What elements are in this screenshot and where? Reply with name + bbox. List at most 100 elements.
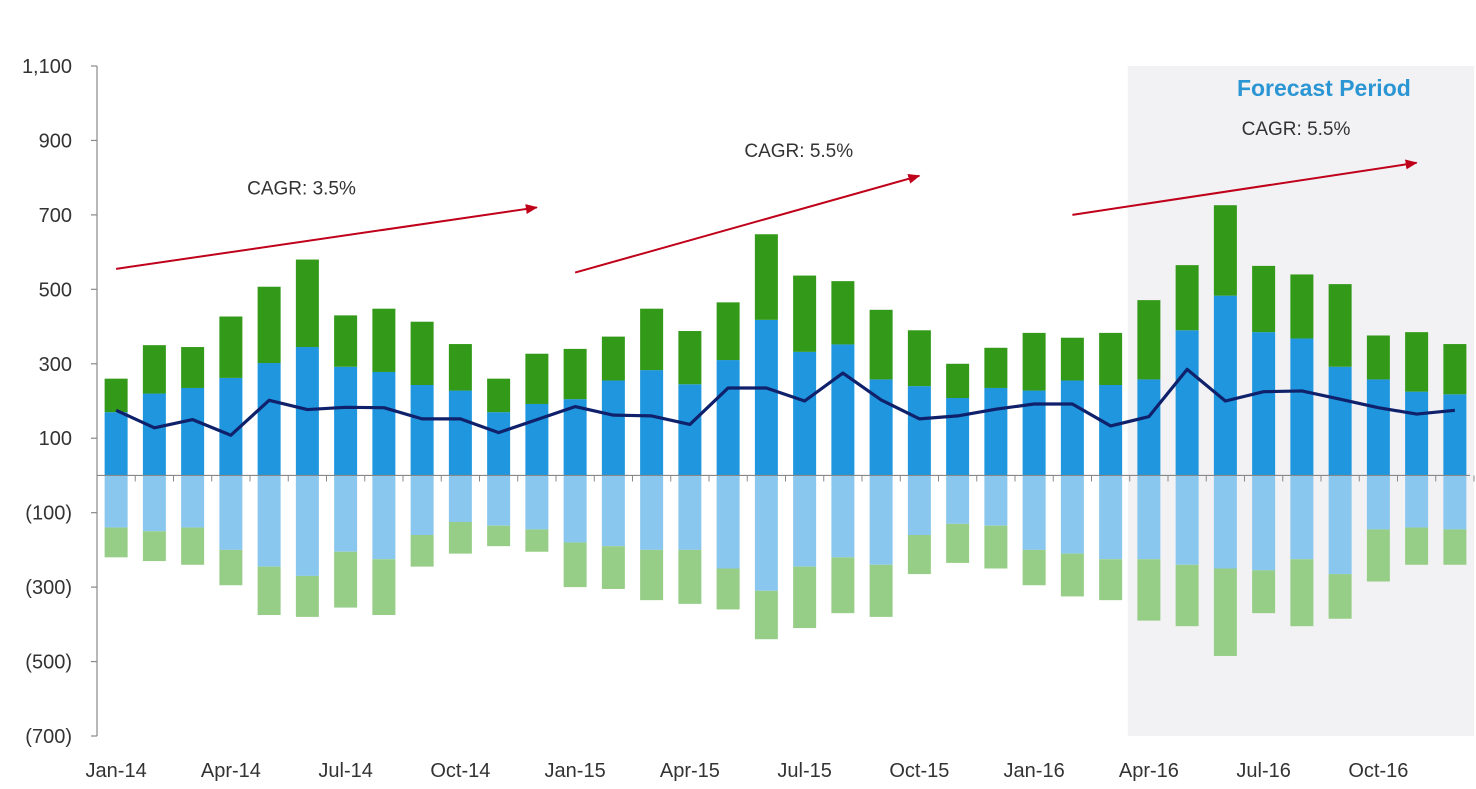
y-tick-label: (100) [25,503,72,525]
bar-neg-upper [907,535,931,575]
bar-neg-upper [640,549,664,601]
bar-neg-lower [793,475,817,567]
cagr-label: CAGR: 3.5% [247,178,356,199]
y-tick-label: 1,100 [22,56,72,78]
x-tick-label: Jul-14 [318,760,372,782]
bar-pos-lower [142,393,166,476]
bar-neg-upper [1175,564,1199,627]
bar-neg-upper [984,525,1008,569]
bar-pos-upper [1099,332,1123,385]
bar-pos-upper [793,275,817,352]
y-tick-label: 500 [39,279,72,301]
cagr-arrow [115,204,538,270]
bar-pos-upper [1137,300,1161,380]
bar-pos-upper [372,308,396,372]
bar-neg-upper [1328,574,1352,619]
bar-pos-upper [907,330,931,387]
bar-pos-upper [1213,205,1237,296]
cagr-label: CAGR: 5.5% [1242,119,1351,140]
bar-neg-lower [984,475,1008,526]
bar-neg-upper [678,549,702,604]
bar-pos-lower [946,398,970,476]
bar-neg-lower [1137,475,1161,560]
x-tick-label: Oct-14 [430,760,490,782]
bar-neg-lower [334,475,358,552]
bar-pos-lower [754,319,778,476]
x-tick-label: Jan-14 [86,760,147,782]
bar-pos-upper [1252,265,1276,333]
x-tick-label: Oct-15 [889,760,949,782]
bar-pos-upper [1328,284,1352,367]
bar-neg-lower [869,475,893,565]
bar-pos-upper [104,378,128,413]
bar-neg-upper [1099,559,1123,601]
bar-neg-lower [1099,475,1123,560]
bar-pos-upper [295,259,319,348]
bar-pos-lower [372,371,396,476]
bar-neg-upper [601,546,625,589]
x-tick-label: Apr-14 [201,760,261,782]
bar-neg-lower [1060,475,1084,554]
bar-pos-upper [181,347,205,388]
bar-neg-upper [104,527,128,558]
bar-pos-upper [1022,332,1046,391]
bar-neg-upper [257,566,281,616]
bar-pos-lower [1060,380,1084,476]
bar-pos-upper [869,309,893,380]
bar-pos-upper [1366,335,1390,380]
y-tick-label: (500) [25,652,72,674]
y-tick-label: (700) [25,726,72,748]
bar-pos-lower [257,363,281,476]
bar-pos-upper [716,302,740,361]
bar-neg-upper [1213,568,1237,656]
bar-neg-upper [1022,549,1046,586]
x-tick-label: Jul-15 [777,760,831,782]
bar-pos-upper [257,286,281,364]
bar-pos-lower [295,347,319,476]
bar-pos-upper [410,321,434,385]
bar-neg-upper [295,575,319,617]
bar-pos-lower [525,403,549,476]
bar-neg-lower [1443,475,1467,530]
bar-pos-lower [219,377,243,476]
bar-pos-lower [1099,384,1123,476]
bar-neg-upper [831,557,855,614]
bar-neg-lower [563,475,587,543]
bar-neg-upper [793,566,817,629]
bar-pos-lower [1405,391,1429,476]
bar-pos-upper [640,308,664,371]
bar-neg-upper [1137,559,1161,621]
line-series [115,367,1456,437]
bar-neg-lower [1175,475,1199,565]
bar-pos-upper [678,331,702,385]
bar-neg-upper [754,590,778,640]
bar-neg-upper [563,542,587,588]
bar-neg-lower [219,475,243,550]
bar-neg-lower [104,475,128,528]
bar-neg-upper [181,527,205,565]
bar-pos-lower [1137,379,1161,476]
bar-pos-upper [1405,332,1429,392]
y-tick-label: 100 [39,428,72,450]
bar-pos-upper [1175,265,1199,331]
y-tick-label: 900 [39,130,72,152]
bar-neg-lower [831,475,855,558]
bar-neg-lower [448,475,472,522]
bar-neg-lower [946,475,970,524]
cagr-arrow [574,173,921,274]
bar-neg-lower [640,475,664,550]
bar-pos-lower [984,387,1008,476]
x-tick-label: Apr-15 [660,760,720,782]
bar-neg-upper [142,531,166,562]
bar-neg-upper [716,568,740,610]
bar-pos-lower [831,344,855,476]
bar-neg-upper [946,523,970,563]
bar-neg-lower [1290,475,1314,560]
bar-neg-lower [601,475,625,547]
bar-pos-upper [448,344,472,391]
bar-pos-upper [1060,337,1084,381]
bar-neg-upper [372,559,396,616]
bar-pos-lower [487,412,511,476]
bar-pos-upper [487,378,511,413]
